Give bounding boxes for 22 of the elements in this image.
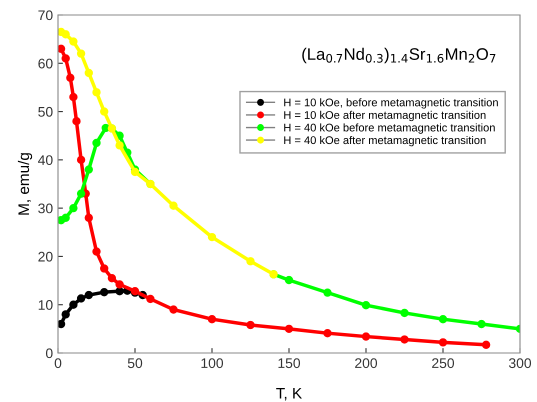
y-tick-label: 0 (46, 348, 53, 358)
y-tick-label: 40 (38, 155, 53, 166)
y-tick-label: 10 (38, 300, 53, 310)
legend-label: H = 10 kOe after metamagnetic transition (284, 110, 486, 122)
legend-label: H = 40 kOe before metamagnetic transition (284, 123, 495, 134)
y-tick-label: 50 (38, 106, 53, 117)
x-tick-label: 50 (128, 358, 142, 368)
legend-label: H = 10 kOe, before metamagnetic transition (284, 98, 498, 109)
y-tick-label: 30 (38, 203, 53, 214)
legend-label: H = 40 kOe after metamagnetic transition (284, 136, 486, 146)
x-tick-label: 100 (201, 358, 224, 368)
x-tick-label: 200 (355, 358, 378, 368)
y-tick-label: 60 (38, 58, 53, 68)
x-tick-label: 300 (508, 358, 532, 368)
x-axis-title: T, K (276, 388, 302, 400)
y-tick-label: 70 (38, 10, 53, 20)
x-tick-label: 250 (432, 358, 454, 368)
text: (La$_{0.7}$Nd$_{0.3}$)$_{1.4}$Sr$_{1.6}$Mn$_{2}$O$_{7}$ (302, 48, 496, 64)
y-tick-label: 20 (38, 252, 53, 262)
x-tick-label: 0 (54, 358, 62, 368)
y-axis-title: M, emu/g (18, 153, 32, 215)
x-tick-label: 150 (278, 358, 300, 368)
